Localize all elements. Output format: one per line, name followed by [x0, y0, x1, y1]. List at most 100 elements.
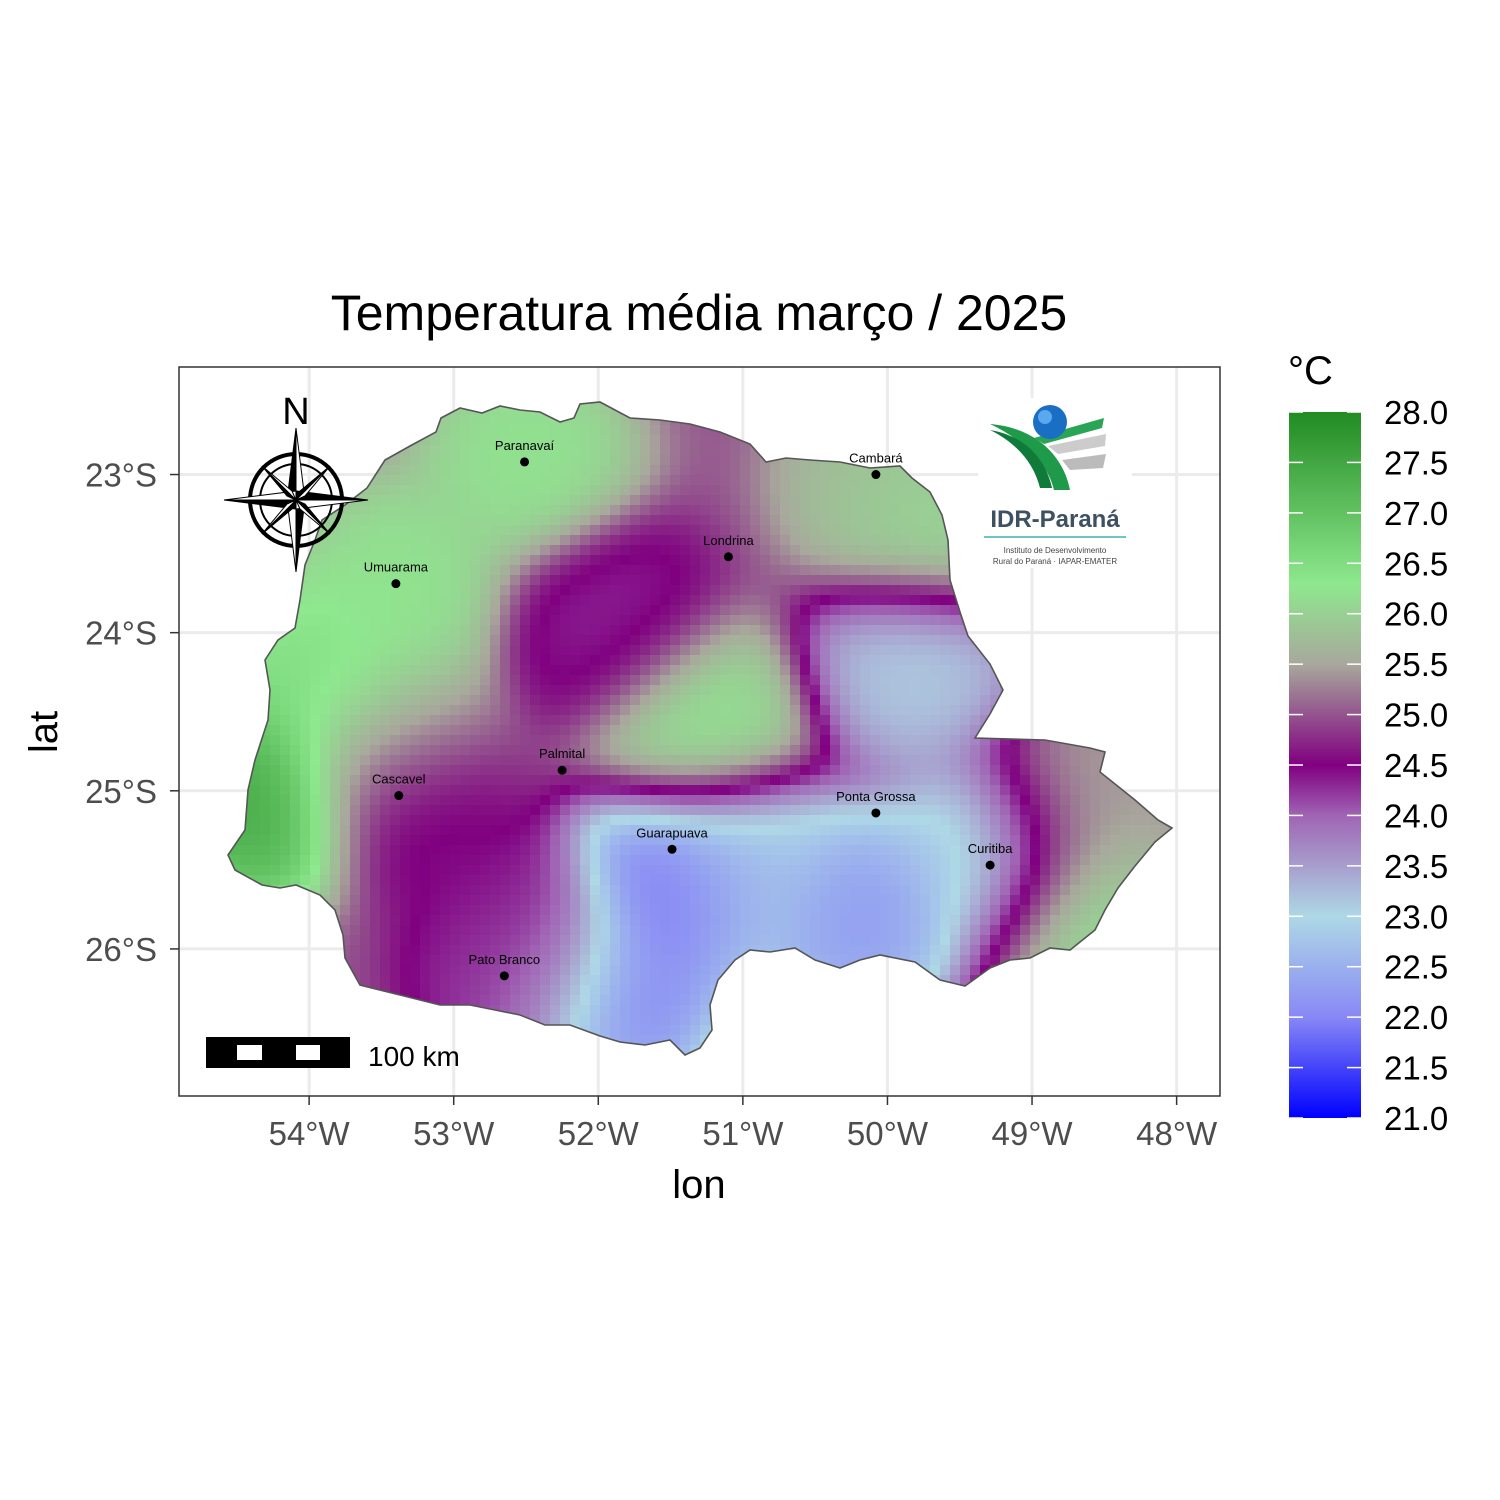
field-cell — [450, 895, 461, 906]
field-cell — [800, 885, 811, 896]
field-cell — [510, 515, 521, 526]
field-cell — [890, 725, 901, 736]
field-cell — [840, 795, 851, 806]
field-cell — [850, 615, 861, 626]
field-cell — [410, 585, 421, 596]
field-cell — [700, 735, 711, 746]
field-cell — [550, 835, 561, 846]
field-cell — [890, 695, 901, 706]
field-cell — [780, 525, 791, 536]
field-cell — [410, 485, 421, 496]
field-cell — [420, 765, 431, 776]
field-cell — [920, 555, 931, 566]
field-cell — [410, 865, 421, 876]
field-cell — [580, 865, 591, 876]
field-cell — [780, 725, 791, 736]
field-cell — [450, 455, 461, 466]
field-cell — [670, 665, 681, 676]
field-cell — [500, 565, 511, 576]
field-cell — [420, 685, 431, 696]
field-cell — [910, 775, 921, 786]
field-cell — [870, 665, 881, 676]
field-cell — [840, 745, 851, 756]
field-cell — [590, 425, 601, 436]
field-cell — [560, 645, 571, 656]
field-cell — [510, 765, 521, 776]
field-cell — [610, 735, 621, 746]
field-cell — [980, 825, 991, 836]
field-cell — [330, 575, 341, 586]
field-cell — [490, 525, 501, 536]
field-cell — [790, 895, 801, 906]
field-cell — [930, 715, 941, 726]
field-cell — [780, 735, 791, 746]
field-cell — [830, 575, 841, 586]
field-cell — [870, 715, 881, 726]
field-cell — [680, 805, 691, 816]
field-cell — [1010, 845, 1021, 856]
field-cell — [490, 465, 501, 476]
field-cell — [390, 665, 401, 676]
field-cell — [760, 855, 771, 866]
field-cell — [660, 555, 671, 566]
field-cell — [790, 865, 801, 876]
field-cell — [870, 785, 881, 796]
field-cell — [840, 665, 851, 676]
field-cell — [750, 675, 761, 686]
field-cell — [630, 565, 641, 576]
field-cell — [650, 845, 661, 856]
field-cell — [610, 815, 621, 826]
field-cell — [770, 565, 781, 576]
field-cell — [680, 525, 691, 536]
field-cell — [320, 845, 331, 856]
field-cell — [460, 635, 471, 646]
field-cell — [720, 635, 731, 646]
field-cell — [840, 725, 851, 736]
field-cell — [980, 845, 991, 856]
field-cell — [1040, 845, 1051, 856]
field-cell — [710, 745, 721, 756]
field-cell — [420, 505, 431, 516]
field-cell — [1010, 795, 1021, 806]
field-cell — [470, 815, 481, 826]
field-cell — [1060, 785, 1071, 796]
field-cell — [610, 745, 621, 756]
field-cell — [730, 705, 741, 716]
field-cell — [910, 605, 921, 616]
field-cell — [440, 645, 451, 656]
field-cell — [680, 795, 691, 806]
field-cell — [620, 425, 631, 436]
field-cell — [420, 445, 431, 456]
field-cell — [360, 825, 371, 836]
field-cell — [550, 545, 561, 556]
field-cell — [850, 635, 861, 646]
field-cell — [350, 655, 361, 666]
field-cell — [640, 825, 651, 836]
field-cell — [770, 905, 781, 916]
field-cell — [630, 495, 641, 506]
field-cell — [760, 505, 771, 516]
field-cell — [700, 765, 711, 776]
field-cell — [820, 595, 831, 606]
field-cell — [400, 475, 411, 486]
field-cell — [730, 695, 741, 706]
field-cell — [900, 895, 911, 906]
field-cell — [300, 845, 311, 856]
field-cell — [680, 605, 691, 616]
field-cell — [300, 855, 311, 866]
field-cell — [1030, 795, 1041, 806]
field-cell — [750, 755, 761, 766]
field-cell — [550, 725, 561, 736]
field-cell — [560, 815, 571, 826]
field-cell — [660, 515, 671, 526]
field-cell — [440, 665, 451, 676]
field-cell — [280, 655, 291, 666]
field-cell — [320, 695, 331, 706]
field-cell — [550, 715, 561, 726]
field-cell — [600, 795, 611, 806]
field-cell — [800, 585, 811, 596]
field-cell — [450, 565, 461, 576]
field-cell — [770, 825, 781, 836]
field-cell — [290, 745, 301, 756]
field-cell — [1090, 865, 1101, 876]
